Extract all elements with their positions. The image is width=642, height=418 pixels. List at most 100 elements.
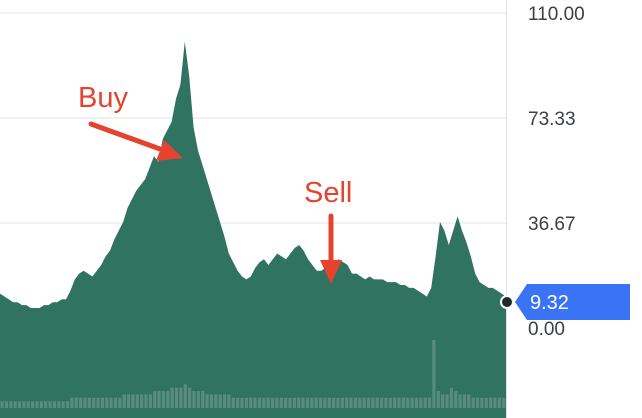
volume-bar bbox=[358, 397, 362, 408]
volume-bar bbox=[305, 397, 309, 408]
volume-bar bbox=[353, 397, 357, 408]
volume-bar bbox=[209, 394, 214, 408]
volume-bar bbox=[188, 387, 192, 408]
volume-bar bbox=[61, 401, 65, 408]
volume-bar bbox=[196, 391, 200, 408]
volume-bar bbox=[131, 394, 135, 408]
volume-bar bbox=[467, 394, 471, 408]
volume-bar bbox=[244, 397, 248, 408]
volume-bar bbox=[375, 397, 379, 408]
volume-bar bbox=[148, 394, 152, 408]
volume-bar bbox=[432, 340, 436, 408]
volume-bar bbox=[275, 397, 279, 408]
volume-bar bbox=[489, 397, 493, 408]
buy-arrow-icon bbox=[88, 121, 183, 161]
volume-bar bbox=[471, 397, 475, 408]
volume-bar bbox=[480, 397, 484, 408]
volume-bar bbox=[340, 397, 344, 408]
volume-bar bbox=[144, 394, 148, 408]
volume-bar bbox=[122, 394, 126, 408]
y-tick-label: 110.00 bbox=[528, 4, 585, 25]
volume-bar bbox=[52, 401, 56, 408]
volume-bar bbox=[135, 394, 139, 408]
y-tick-label: 0.00 bbox=[528, 319, 565, 340]
volume-bar bbox=[174, 387, 179, 408]
volume-bar bbox=[31, 401, 35, 408]
volume-bar bbox=[44, 401, 48, 408]
volume-bar bbox=[493, 397, 497, 408]
volume-bar bbox=[109, 397, 113, 408]
volume-bar bbox=[449, 387, 453, 408]
volume-bar bbox=[257, 397, 262, 408]
volume-bar bbox=[48, 401, 52, 408]
volume-bar bbox=[113, 397, 118, 408]
price-area bbox=[0, 41, 506, 418]
sell-arrow-icon bbox=[320, 213, 342, 284]
volume-bar bbox=[270, 397, 275, 408]
volume-bar bbox=[92, 397, 96, 408]
volume-bar bbox=[484, 397, 488, 408]
volume-bar bbox=[327, 397, 331, 408]
volume-bar bbox=[366, 397, 371, 408]
volume-bar bbox=[83, 397, 87, 408]
volume-bar bbox=[497, 397, 501, 408]
volume-bar bbox=[423, 397, 427, 408]
volume-bar bbox=[262, 397, 266, 408]
volume-bar bbox=[105, 397, 109, 408]
volume-bar bbox=[410, 397, 414, 408]
volume-bar bbox=[441, 394, 445, 408]
volume-bar bbox=[227, 394, 231, 408]
volume-bar bbox=[371, 397, 375, 408]
volume-bar bbox=[166, 391, 170, 408]
y-tick-label: 73.33 bbox=[528, 109, 576, 130]
volume-bar bbox=[445, 394, 449, 408]
volume-bar bbox=[266, 397, 270, 408]
volume-bar bbox=[100, 397, 104, 408]
volume-bar bbox=[0, 401, 4, 408]
volume-bar bbox=[401, 397, 405, 408]
volume-bar bbox=[301, 397, 305, 408]
volume-bar bbox=[310, 397, 314, 408]
volume-bar bbox=[292, 397, 296, 408]
volume-bar bbox=[201, 391, 205, 408]
volume-bar bbox=[65, 401, 70, 408]
volume-bar bbox=[4, 401, 9, 408]
volume-bar bbox=[297, 397, 301, 408]
volume-bar bbox=[462, 394, 467, 408]
volume-bar bbox=[140, 394, 144, 408]
volume-bar bbox=[249, 397, 253, 408]
volume-bar bbox=[179, 387, 183, 408]
volume-bar bbox=[388, 397, 392, 408]
volume-bar bbox=[458, 394, 462, 408]
volume-bar bbox=[87, 397, 91, 408]
volume-bar bbox=[192, 391, 196, 408]
volume-bar bbox=[284, 397, 288, 408]
sell-annotation-label: Sell bbox=[304, 177, 352, 209]
volume-bar bbox=[318, 397, 323, 408]
volume-bar bbox=[384, 397, 388, 408]
volume-bar bbox=[127, 394, 131, 408]
volume-bar bbox=[57, 401, 61, 408]
volume-bar bbox=[253, 397, 257, 408]
volume-bar bbox=[96, 397, 100, 408]
volume-bar bbox=[419, 397, 423, 408]
volume-bar bbox=[218, 394, 222, 408]
volume-bars bbox=[0, 340, 506, 408]
volume-bar bbox=[332, 397, 336, 408]
volume-bar bbox=[240, 397, 244, 408]
volume-bar bbox=[9, 401, 13, 408]
volume-bar bbox=[39, 401, 43, 408]
volume-bar bbox=[35, 401, 39, 408]
volume-bar bbox=[118, 397, 122, 408]
volume-bar bbox=[22, 401, 26, 408]
volume-bar bbox=[345, 397, 349, 408]
volume-bar bbox=[502, 397, 506, 408]
volume-bar bbox=[157, 391, 161, 408]
volume-bar bbox=[323, 397, 327, 408]
volume-bar bbox=[393, 397, 397, 408]
volume-bar bbox=[279, 397, 283, 408]
current-value-dot bbox=[500, 295, 514, 309]
volume-bar bbox=[436, 391, 440, 408]
volume-bar bbox=[170, 387, 174, 408]
volume-bar bbox=[397, 397, 401, 408]
